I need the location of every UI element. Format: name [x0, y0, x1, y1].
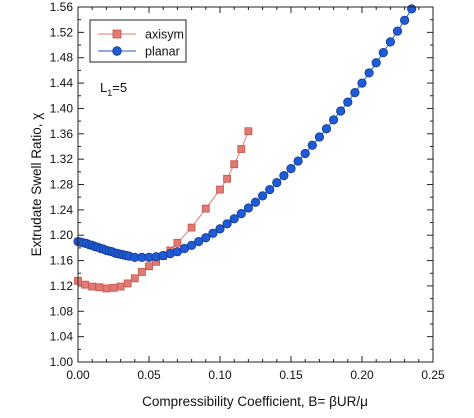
legend-axisym-marker	[112, 29, 122, 39]
axisym-point	[137, 268, 146, 276]
y-tick-label: 1.40	[50, 101, 74, 115]
axisym-point	[244, 127, 253, 136]
axisym-point	[123, 279, 132, 288]
planar-point	[336, 106, 346, 116]
planar-point	[279, 171, 289, 181]
planar-point	[407, 4, 417, 14]
planar-point	[208, 228, 218, 238]
axisym-point	[173, 238, 182, 247]
axisym-point	[95, 283, 104, 292]
planar-point	[392, 26, 403, 36]
annotation-subscript: 1	[107, 88, 112, 98]
y-tick-label: 1.00	[50, 355, 74, 369]
axisym-point	[201, 204, 210, 213]
planar-point	[187, 240, 197, 250]
y-tick-label: 1.08	[50, 304, 74, 318]
y-tick-label: 1.32	[50, 152, 74, 166]
annotation-suffix: =5	[112, 80, 127, 95]
planar-point	[328, 115, 339, 125]
axis-ticks: 0.00 0.05 0.10 0.15 0.20 0.25 1.00 1.04 1.08 1.12…	[50, 0, 445, 382]
y-tick-label: 1.28	[50, 178, 74, 192]
axisym-point	[116, 282, 125, 291]
y-tick-label: 1.44	[50, 76, 74, 90]
y-tick-label: 1.56	[50, 0, 74, 14]
planar-point	[321, 124, 332, 134]
axisym-point	[187, 223, 196, 232]
planar-point	[222, 219, 232, 229]
axisym-point	[130, 274, 139, 283]
axisym-point	[237, 145, 246, 153]
planar-point	[286, 164, 296, 174]
planar-point	[293, 156, 303, 166]
planar-point	[229, 214, 239, 224]
x-axis-title: Compressibility Coefficient, B= βUR/μ	[142, 394, 368, 409]
y-tick-label: 1.12	[50, 279, 74, 293]
y-tick-label: 1.52	[50, 25, 74, 39]
legend-axisym-label: axisym	[145, 28, 184, 42]
planar-point	[385, 37, 395, 47]
x-tick-label: 0.25	[421, 368, 445, 382]
planar-point	[378, 48, 388, 58]
annotation-main: L	[100, 80, 107, 95]
planar-point	[399, 15, 410, 25]
legend-box	[89, 19, 187, 63]
axisym-point	[81, 280, 89, 289]
planar-point	[243, 203, 253, 213]
planar-point	[272, 177, 282, 188]
y-tick-label: 1.36	[50, 127, 74, 141]
axisym-point	[216, 185, 224, 194]
length-annotation: L1=5	[100, 80, 127, 98]
planar-point	[364, 68, 374, 78]
planar-point	[250, 197, 261, 207]
planar-point	[236, 209, 246, 219]
planar-point	[257, 191, 268, 201]
x-tick-label: 0.20	[350, 368, 374, 382]
axisym-point	[102, 284, 111, 293]
y-tick-label: 1.04	[50, 330, 74, 344]
y-tick-label: 1.20	[50, 228, 74, 242]
planar-point	[371, 58, 381, 68]
planar-point	[350, 87, 360, 98]
planar-point	[194, 236, 204, 247]
planar-point	[265, 184, 275, 195]
planar-point	[300, 148, 310, 159]
planar-point	[357, 78, 367, 88]
axisym-point	[145, 262, 153, 271]
legend-planar-label: planar	[145, 45, 180, 59]
planar-point	[201, 233, 211, 243]
planar-point	[307, 140, 317, 150]
axisym-line	[77, 131, 249, 289]
axisym-point	[109, 283, 118, 292]
y-tick-label: 1.16	[50, 254, 74, 268]
axisym-point	[223, 174, 232, 183]
y-tick-label: 1.48	[50, 51, 74, 65]
x-tick-label: 0.00	[66, 368, 90, 382]
planar-point	[343, 97, 353, 107]
data-series	[73, 4, 417, 293]
axisym-point	[230, 160, 239, 169]
planar-point	[215, 224, 225, 234]
y-tick-label: 1.24	[50, 203, 74, 217]
planar-point	[314, 132, 324, 142]
plot-frame	[77, 6, 434, 363]
legend: axisym planar	[89, 19, 187, 63]
legend-planar-marker	[112, 46, 122, 56]
y-axis-title: Extrudate Swell Ratio, χ	[29, 113, 44, 257]
x-tick-label: 0.05	[137, 368, 161, 382]
x-tick-label: 0.10	[208, 368, 232, 382]
axisym-point	[88, 282, 97, 291]
x-tick-label: 0.15	[279, 368, 303, 382]
